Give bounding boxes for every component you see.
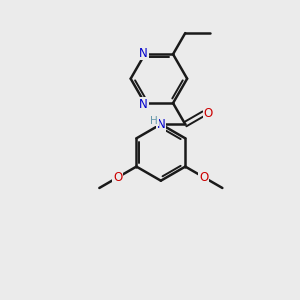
Text: O: O — [204, 107, 213, 120]
Text: H: H — [150, 116, 158, 126]
Text: O: O — [113, 171, 122, 184]
Text: N: N — [139, 98, 148, 111]
Text: N: N — [139, 46, 148, 59]
Text: N: N — [157, 118, 165, 131]
Text: O: O — [199, 171, 208, 184]
